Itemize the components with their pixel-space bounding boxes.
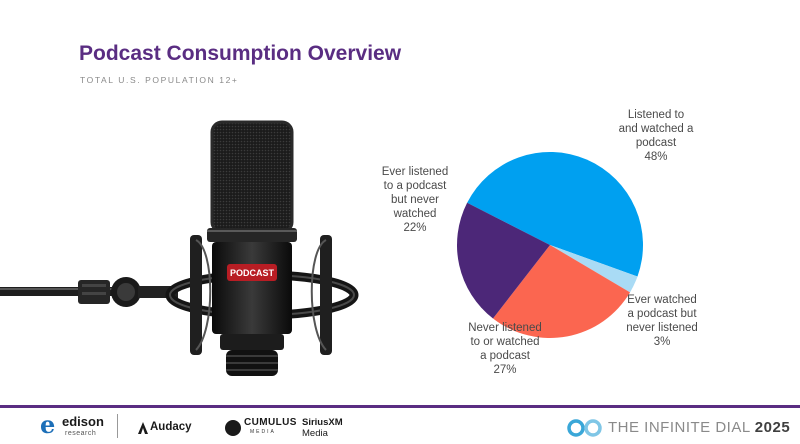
cumulus-logo-subtext: MEDIA bbox=[250, 429, 276, 435]
slice-value: 3% bbox=[653, 336, 671, 348]
slice-value: 48% bbox=[644, 151, 668, 163]
footer-divider bbox=[0, 405, 800, 408]
slice-label-line: and watched a bbox=[618, 123, 694, 135]
slice-value: 27% bbox=[493, 364, 517, 376]
pie-slice-3 bbox=[457, 202, 550, 319]
audacy-logo-text: Audacy bbox=[150, 421, 192, 433]
slide-title: Podcast Consumption Overview bbox=[79, 42, 402, 65]
slice-label-listened-never-watched: Ever listened to a podcast but never wat… bbox=[365, 165, 465, 235]
slice-label-listened-and-watched: Listened to and watched a podcast 48% bbox=[606, 108, 706, 164]
slice-label-line: Listened to bbox=[627, 109, 685, 121]
pie-slice-1 bbox=[550, 245, 638, 293]
podcast-consumption-pie-chart bbox=[457, 151, 643, 338]
podcast-microphone-image: PODCAST bbox=[0, 120, 359, 376]
audacy-logo-icon bbox=[138, 422, 148, 434]
pie-slice-0 bbox=[467, 151, 643, 277]
slice-label-line: to or watched bbox=[470, 336, 540, 348]
infinite-dial-logo-icon bbox=[567, 419, 602, 437]
slice-label-line: to a podcast bbox=[383, 180, 447, 192]
cumulus-logo-text: CUMULUS bbox=[244, 417, 297, 428]
slice-label-never-listened-or-watched: Never listened to or watched a podcast 2… bbox=[455, 321, 555, 377]
slice-value: 22% bbox=[403, 222, 427, 234]
siriusxm-logo-text: SiriusXM bbox=[302, 417, 343, 428]
slide-subtitle: TOTAL U.S. POPULATION 12+ bbox=[80, 75, 239, 85]
slice-label-line: Ever listened bbox=[381, 166, 449, 178]
slice-label-watched-never-listened: Ever watched a podcast but never listene… bbox=[612, 293, 712, 349]
infinite-dial-logo-text: THE INFINITE DIAL 2025 bbox=[608, 419, 790, 436]
footer-logos: e edison research Audacy CUMULUS MEDIA S… bbox=[0, 408, 800, 444]
slice-label-line: Never listened bbox=[468, 322, 542, 334]
mic-badge-label: PODCAST bbox=[230, 268, 275, 278]
edison-logo-subtext: research bbox=[65, 430, 97, 437]
siriusxm-logo-subtext: Media bbox=[302, 428, 328, 439]
slice-label-line: a podcast but bbox=[627, 308, 697, 320]
slice-label-line: but never bbox=[391, 194, 439, 206]
slice-label-line: watched bbox=[393, 208, 437, 220]
infinite-dial-name: THE INFINITE DIAL bbox=[608, 419, 751, 436]
infinite-dial-year: 2025 bbox=[754, 419, 791, 436]
pie-slice-2 bbox=[492, 245, 631, 338]
cumulus-logo-icon bbox=[225, 420, 241, 436]
slice-label-line: Ever watched bbox=[627, 294, 697, 306]
logo-separator bbox=[117, 414, 118, 438]
slice-label-line: a podcast bbox=[480, 350, 530, 362]
slice-label-line: never listened bbox=[626, 322, 698, 334]
edison-logo-text: edison bbox=[62, 414, 104, 429]
slice-label-line: podcast bbox=[635, 137, 677, 149]
edison-logo-mark: e bbox=[40, 410, 56, 439]
